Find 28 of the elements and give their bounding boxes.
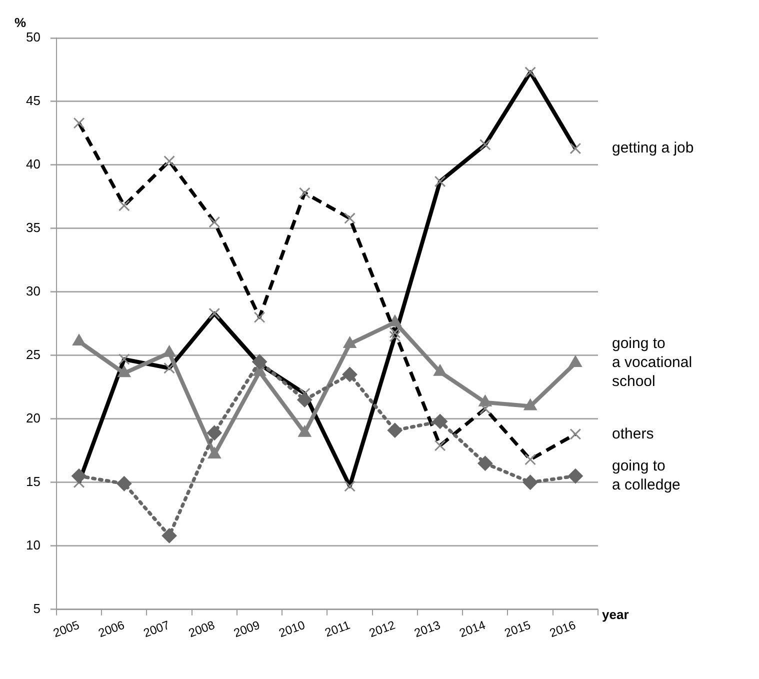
y-tick-label: 30 bbox=[26, 284, 40, 299]
series-label: going to a colledge bbox=[612, 458, 680, 494]
x-tick-label: 2010 bbox=[276, 618, 308, 640]
x-tick-label: 2013 bbox=[412, 618, 443, 640]
y-tick-label: 45 bbox=[26, 93, 40, 108]
x-tick-label: 2009 bbox=[232, 618, 262, 640]
y-tick-label: 15 bbox=[26, 474, 40, 489]
x-tick-label: 2016 bbox=[548, 618, 578, 640]
text: others bbox=[612, 425, 654, 442]
y-tick-label: 40 bbox=[26, 156, 40, 172]
text: getting a job bbox=[612, 140, 694, 157]
x-tick-label: 2007 bbox=[142, 618, 172, 640]
y-axis-title: % bbox=[14, 15, 26, 30]
y-tick-label: 10 bbox=[26, 537, 40, 552]
y-tick-label: 25 bbox=[26, 346, 40, 362]
y-tick-label: 50 bbox=[26, 30, 40, 45]
x-tick-label: 2006 bbox=[96, 618, 127, 640]
y-tick-label: 5 bbox=[33, 600, 40, 616]
y-tick-label: 20 bbox=[26, 410, 40, 426]
x-axis-title: year bbox=[602, 606, 629, 622]
x-tick-label: 2011 bbox=[322, 618, 352, 640]
x-tick-label: 2005 bbox=[51, 618, 82, 640]
x-tick-label: 2014 bbox=[457, 618, 488, 640]
text: going to a vocational school bbox=[612, 335, 692, 390]
y-tick-label: 35 bbox=[26, 220, 40, 236]
x-tick-label: 2012 bbox=[367, 618, 398, 640]
x-tick-label: 2015 bbox=[502, 618, 533, 640]
x-tick-label: 2008 bbox=[186, 618, 217, 640]
